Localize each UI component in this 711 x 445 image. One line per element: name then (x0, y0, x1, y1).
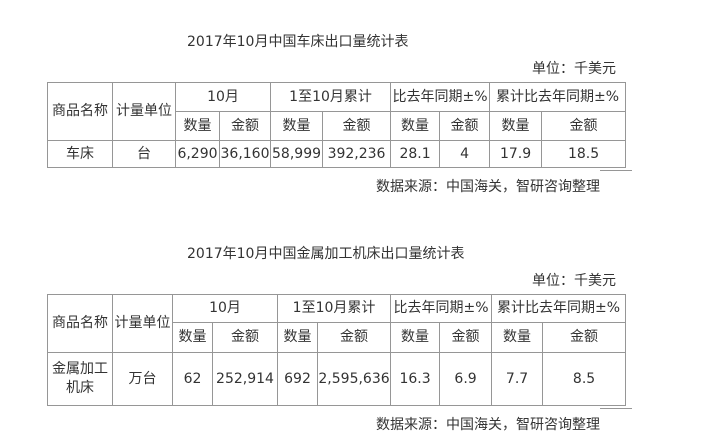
table1-corner-line (600, 170, 632, 171)
cell-cum-quantity: 58,999 (270, 140, 324, 168)
cell-measure-unit: 万台 (112, 352, 173, 406)
table1-data-source-note: 数据来源：中国海关，智研咨询整理 (376, 179, 600, 195)
cell-oct-amount: 36,160 (218, 140, 272, 168)
metal-machine-tools-section: 2017年10月中国金属加工机床出口量统计表 单位：千美元 商品名称 计量单位 … (0, 196, 711, 434)
subheader-amount: 金额 (211, 322, 279, 353)
header-group-yoy: 比去年同期±% (390, 294, 493, 323)
subheader-quantity: 数量 (277, 322, 319, 353)
metal-machine-tools-stats-table: 商品名称 计量单位 10月 1至10月累计 比去年同期±% 累计比去年同期±% … (47, 294, 627, 406)
subheader-amount: 金额 (322, 111, 392, 141)
cell-cumyoy-amount: 18.5 (541, 140, 627, 168)
table2-corner-line (600, 408, 632, 409)
cell-cum-quantity: 692 (277, 352, 319, 406)
cell-yoy-quantity: 28.1 (390, 140, 441, 168)
subheader-amount: 金额 (317, 322, 392, 353)
cell-product-name: 车床 (47, 140, 113, 168)
lathe-section: 2017年10月中国车床出口量统计表 单位：千美元 商品名称 计量单位 10月 … (0, 0, 711, 196)
subheader-quantity: 数量 (489, 111, 543, 141)
cell-oct-quantity: 62 (172, 352, 213, 406)
table1-unit-label: 单位：千美元 (532, 61, 616, 77)
table1-title: 2017年10月中国车床出口量统计表 (187, 34, 409, 50)
subheader-amount: 金额 (218, 111, 272, 141)
table2-unit-label: 单位：千美元 (532, 273, 616, 289)
cell-yoy-quantity: 16.3 (390, 352, 441, 406)
subheader-amount: 金额 (439, 111, 491, 141)
header-measure-unit: 计量单位 (112, 294, 173, 353)
subheader-quantity: 数量 (172, 322, 213, 353)
header-group-october: 10月 (174, 82, 272, 112)
cell-oct-quantity: 6,290 (175, 140, 220, 168)
cell-cum-amount: 392,236 (322, 140, 392, 168)
header-product-name: 商品名称 (47, 294, 113, 353)
header-group-october: 10月 (171, 294, 279, 323)
cell-measure-unit: 台 (112, 140, 176, 168)
cell-oct-amount: 252,914 (211, 352, 279, 406)
subheader-quantity: 数量 (491, 322, 544, 353)
header-product-name: 商品名称 (47, 82, 113, 141)
subheader-quantity: 数量 (390, 111, 441, 141)
subheader-quantity: 数量 (390, 322, 441, 353)
subheader-quantity: 数量 (270, 111, 324, 141)
lathe-stats-table: 商品名称 计量单位 10月 1至10月累计 比去年同期±% 累计比去年同期±% … (47, 82, 627, 168)
table2-title: 2017年10月中国金属加工机床出口量统计表 (187, 246, 465, 262)
cell-yoy-amount: 4 (439, 140, 491, 168)
header-group-jan-to-oct: 1至10月累计 (270, 82, 392, 112)
header-measure-unit: 计量单位 (112, 82, 176, 141)
cell-product-name: 金属加工机床 (47, 352, 113, 406)
header-group-yoy: 比去年同期±% (390, 82, 491, 112)
header-group-jan-to-oct: 1至10月累计 (277, 294, 392, 323)
header-group-cumulative-yoy: 累计比去年同期±% (491, 294, 627, 323)
subheader-amount: 金额 (439, 322, 493, 353)
header-group-cumulative-yoy: 累计比去年同期±% (489, 82, 627, 112)
subheader-amount: 金额 (541, 111, 627, 141)
table2-data-source-note: 数据来源：中国海关，智研咨询整理 (376, 417, 600, 433)
cell-cumyoy-quantity: 17.9 (489, 140, 543, 168)
cell-cum-amount: 2,595,636 (317, 352, 392, 406)
subheader-amount: 金额 (542, 322, 627, 353)
cell-cumyoy-amount: 8.5 (542, 352, 627, 406)
cell-cumyoy-quantity: 7.7 (491, 352, 544, 406)
cell-yoy-amount: 6.9 (439, 352, 493, 406)
subheader-quantity: 数量 (175, 111, 220, 141)
